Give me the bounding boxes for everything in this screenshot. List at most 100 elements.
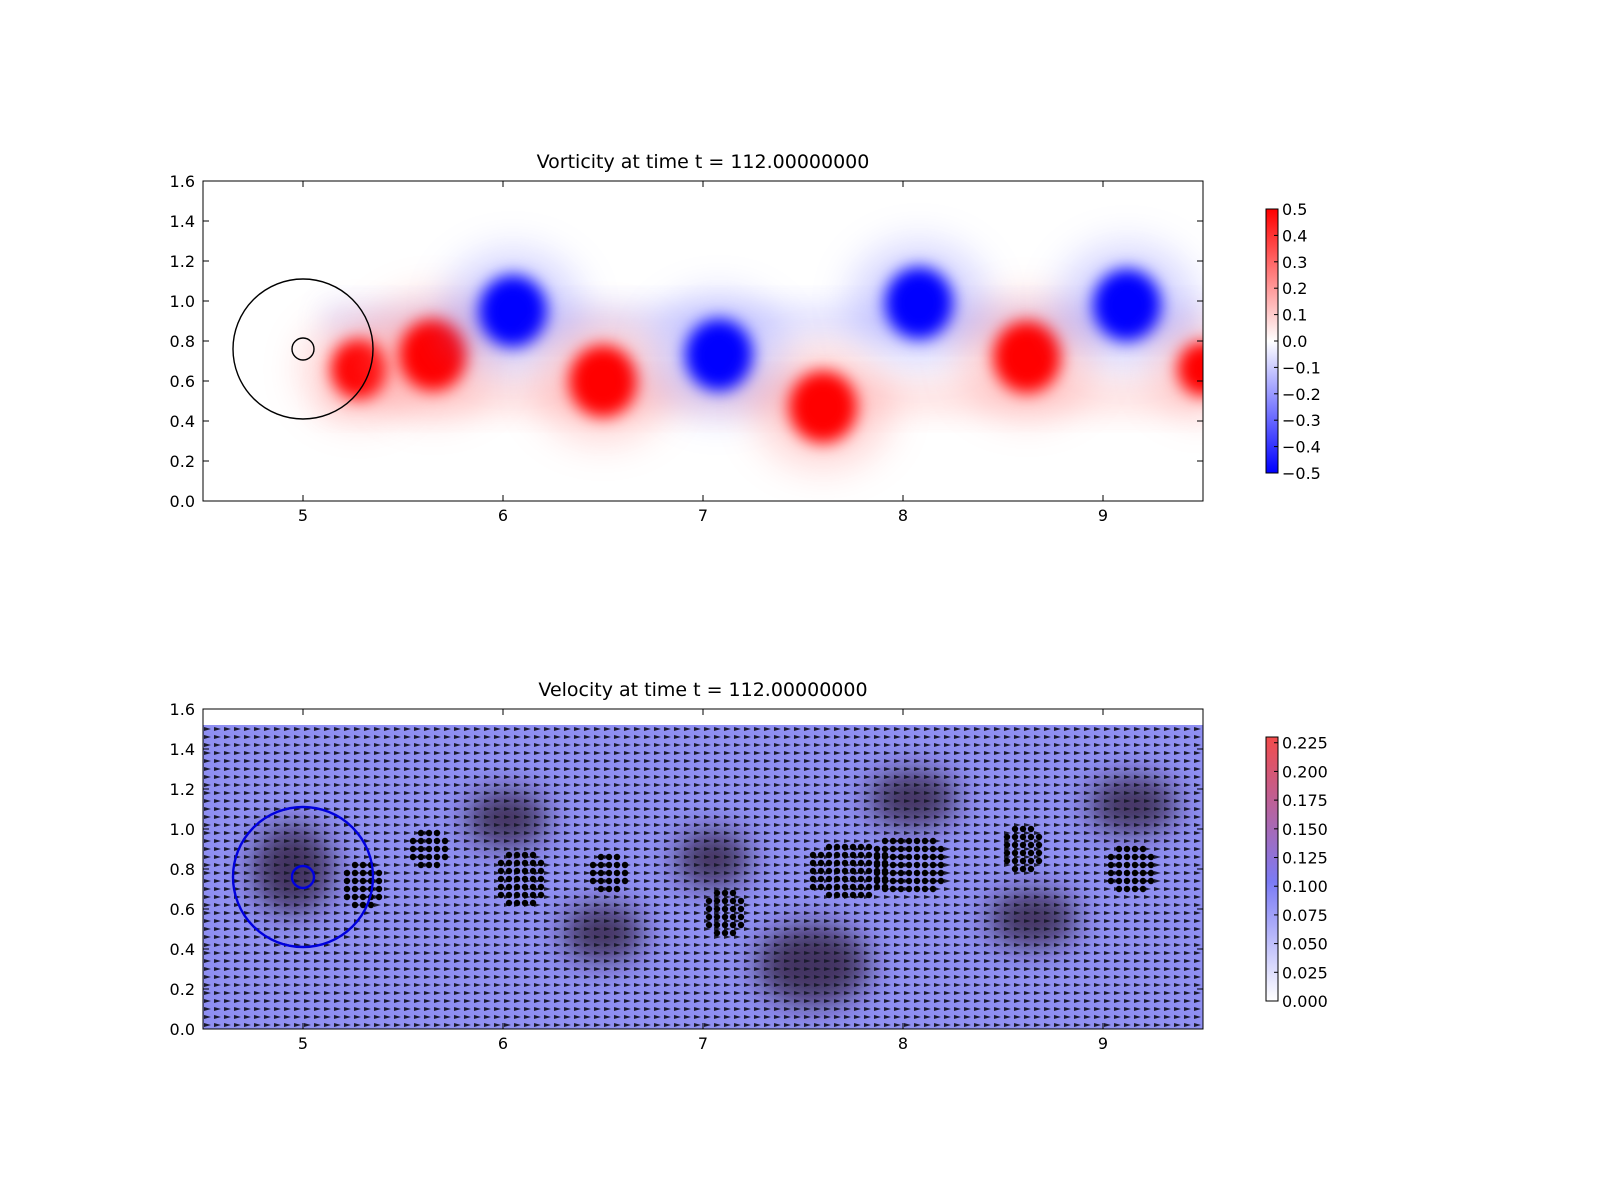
stagnation-dot (351, 893, 359, 901)
stagnation-dot (1147, 853, 1155, 861)
stagnation-dot (881, 853, 889, 861)
stagnation-dot (529, 883, 537, 891)
stagnation-dot (833, 843, 841, 851)
stagnation-dot (1035, 841, 1043, 849)
stagnation-dot (865, 867, 873, 875)
stagnation-dot (849, 883, 857, 891)
stagnation-dot (833, 891, 841, 899)
colorbar-tick-label: 0.150 (1282, 820, 1328, 839)
stagnation-dot (1123, 861, 1131, 869)
stagnation-cluster (873, 837, 945, 893)
stagnation-dot (705, 897, 713, 905)
stagnation-cluster (343, 861, 383, 909)
stagnation-dot (897, 837, 905, 845)
stagnation-dot (1027, 841, 1035, 849)
y-tick-label: 0.8 (170, 332, 195, 351)
stagnation-dot (937, 845, 945, 853)
stagnation-dot (729, 897, 737, 905)
stagnation-dot (921, 837, 929, 845)
stagnation-dot (1131, 845, 1139, 853)
stagnation-dot (375, 893, 383, 901)
y-tick-label: 1.4 (170, 740, 195, 759)
stagnation-dot (913, 837, 921, 845)
stagnation-dot (1131, 869, 1139, 877)
stagnation-dot (425, 837, 433, 845)
stagnation-dot (889, 853, 897, 861)
stagnation-dot (1107, 869, 1115, 877)
stagnation-dot (529, 851, 537, 859)
stagnation-dot (713, 905, 721, 913)
stagnation-dot (897, 869, 905, 877)
stagnation-dot (897, 853, 905, 861)
x-tick-label: 9 (1098, 1034, 1108, 1053)
stagnation-dot (729, 905, 737, 913)
stagnation-dot (367, 901, 375, 909)
stagnation-dot (929, 877, 937, 885)
stagnation-dot (721, 929, 729, 937)
stagnation-dot (589, 861, 597, 869)
stagnation-dot (1147, 861, 1155, 869)
stagnation-dot (433, 853, 441, 861)
colorbar-tick-label: 0.0 (1282, 332, 1307, 351)
stagnation-cluster (497, 851, 545, 907)
x-tick-label: 7 (698, 506, 708, 525)
stagnation-dot (513, 883, 521, 891)
stagnation-dot (1123, 885, 1131, 893)
stagnation-dot (433, 837, 441, 845)
stagnation-dot (865, 851, 873, 859)
stagnation-dot (597, 877, 605, 885)
stagnation-dot (873, 861, 881, 869)
stagnation-dot (849, 843, 857, 851)
stagnation-dot (1019, 825, 1027, 833)
colorbar-tick-label: −0.3 (1282, 411, 1321, 430)
colorbar-tick-label: 0.125 (1282, 849, 1328, 868)
stagnation-dot (929, 861, 937, 869)
stagnation-dot (343, 877, 351, 885)
stagnation-dot (409, 837, 417, 845)
stagnation-dot (1027, 849, 1035, 857)
domain-circle (290, 864, 316, 890)
x-tick-label: 8 (898, 1034, 908, 1053)
stagnation-dot (1139, 845, 1147, 853)
stagnation-dot (825, 843, 833, 851)
stagnation-dot (1107, 861, 1115, 869)
stagnation-dot (343, 893, 351, 901)
domain-circle (291, 337, 315, 361)
stagnation-dot (537, 891, 545, 899)
stagnation-dot (929, 837, 937, 845)
stagnation-dot (375, 869, 383, 877)
stagnation-dot (857, 891, 865, 899)
x-tick-label: 5 (298, 1034, 308, 1053)
stagnation-dot (809, 851, 817, 859)
stagnation-dot (1027, 865, 1035, 873)
stagnation-dot (873, 845, 881, 853)
stagnation-dot (849, 851, 857, 859)
vortex-core (993, 321, 1061, 393)
quiver-arrows (203, 725, 1203, 1029)
stagnation-dot (889, 869, 897, 877)
stagnation-dot (905, 853, 913, 861)
y-tick-label: 0.4 (170, 940, 195, 959)
stagnation-dot (809, 859, 817, 867)
stagnation-dot (537, 875, 545, 883)
stagnation-dot (937, 869, 945, 877)
stagnation-dot (713, 889, 721, 897)
stagnation-dot (1003, 841, 1011, 849)
stagnation-dot (505, 851, 513, 859)
stagnation-dot (889, 885, 897, 893)
stagnation-dot (521, 883, 529, 891)
stagnation-dot (497, 859, 505, 867)
stagnation-dot (737, 905, 745, 913)
stagnation-dot (841, 867, 849, 875)
colorbar-tick-label: 0.050 (1282, 935, 1328, 954)
stagnation-dot (441, 853, 449, 861)
stagnation-dot (841, 843, 849, 851)
stagnation-dot (865, 875, 873, 883)
stagnation-dot (433, 845, 441, 853)
stagnation-dot (721, 921, 729, 929)
stagnation-dot (1123, 877, 1131, 885)
stagnation-dot (929, 845, 937, 853)
stagnation-dot (873, 883, 881, 891)
stagnation-dot (729, 929, 737, 937)
stagnation-dot (505, 867, 513, 875)
